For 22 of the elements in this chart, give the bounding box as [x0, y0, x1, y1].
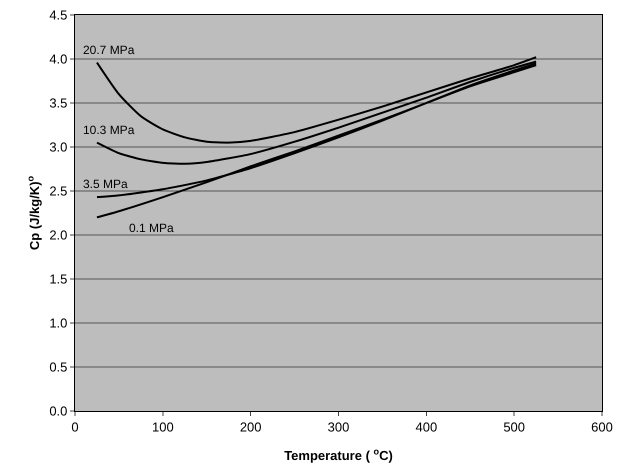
y-tick-label: 0.0 — [49, 404, 68, 419]
series-label: 10.3 MPa — [83, 123, 135, 137]
series-label: 3.5 MPa — [83, 177, 128, 191]
y-tick-label: 0.5 — [49, 360, 68, 375]
x-tick-label: 100 — [152, 420, 174, 435]
x-tick-label: 400 — [415, 420, 438, 435]
x-tick-label: 300 — [328, 420, 350, 435]
y-tick-label: 2.5 — [49, 184, 68, 199]
x-tick-label: 0 — [71, 420, 79, 435]
y-tick-label: 4.5 — [49, 8, 68, 23]
y-tick-label: 2.0 — [49, 228, 68, 243]
series-label: 20.7 MPa — [83, 43, 135, 57]
y-tick-label: 4.0 — [49, 52, 68, 67]
series-label: 0.1 MPa — [129, 221, 174, 235]
y-tick-label: 3.5 — [49, 96, 68, 111]
y-tick-label: 1.0 — [49, 316, 68, 331]
y-tick-label: 3.0 — [49, 140, 68, 155]
x-tick-label: 600 — [591, 420, 613, 435]
x-tick-label: 200 — [240, 420, 262, 435]
y-tick-label: 1.5 — [49, 272, 68, 287]
x-axis-title: Temperature ( $^{o}$C) — [284, 446, 393, 463]
x-tick-label: 500 — [503, 420, 526, 435]
